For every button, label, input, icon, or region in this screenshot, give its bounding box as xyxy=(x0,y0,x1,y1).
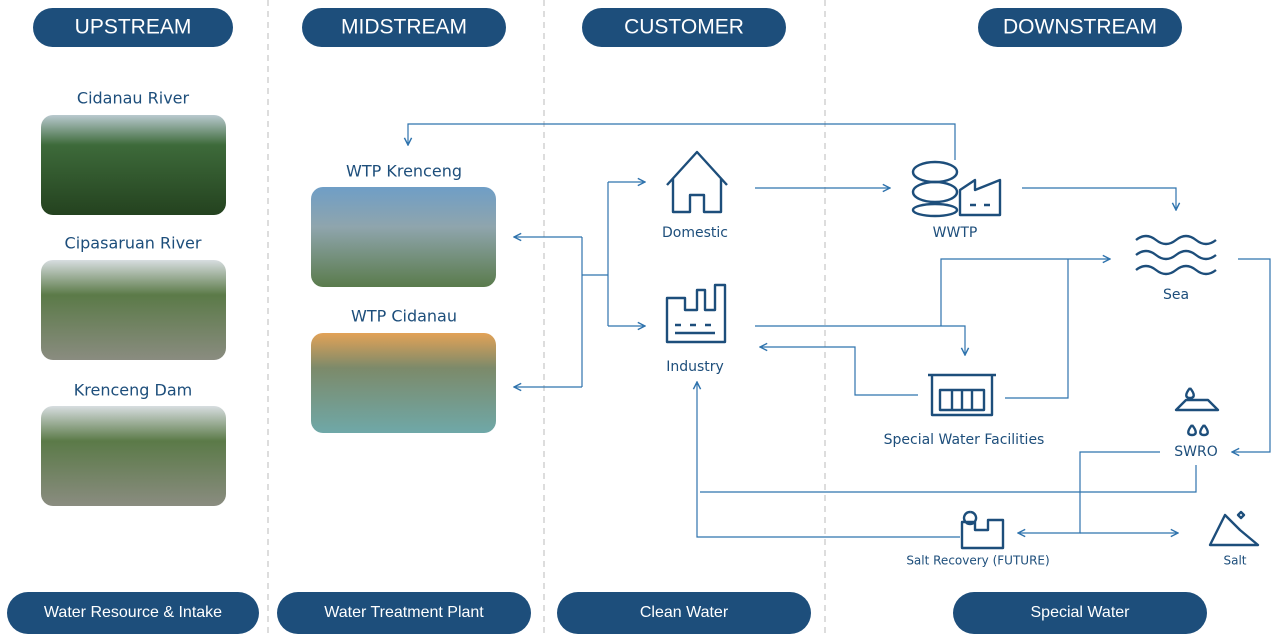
labels: Cidanau River Cipasaruan River Krenceng … xyxy=(65,89,1247,568)
icons xyxy=(667,152,1258,548)
source-label: Krenceng Dam xyxy=(74,381,192,400)
node-label: Industry xyxy=(666,359,724,375)
flows xyxy=(408,124,1270,537)
node-label: Domestic xyxy=(662,225,728,241)
header-title: CUSTOMER xyxy=(624,16,744,39)
footer-title: Water Treatment Plant xyxy=(324,604,484,621)
plant-label: WTP Cidanau xyxy=(351,307,457,326)
source-label: Cidanau River xyxy=(77,89,190,108)
header-title: UPSTREAM xyxy=(75,16,192,39)
source-label: Cipasaruan River xyxy=(65,234,202,253)
plant-label: WTP Krenceng xyxy=(346,162,462,181)
footer-title: Clean Water xyxy=(640,604,729,621)
node-label: Salt xyxy=(1223,554,1246,568)
node-label: Salt Recovery (FUTURE) xyxy=(906,554,1049,568)
footer-title: Special Water xyxy=(1031,604,1131,621)
node-label: WWTP xyxy=(933,225,978,241)
node-label: Sea xyxy=(1163,287,1189,303)
header-title: DOWNSTREAM xyxy=(1003,16,1157,39)
node-label: Special Water Facilities xyxy=(884,432,1045,448)
diagram: UPSTREAM MIDSTREAM CUSTOMER DOWNSTREAM Water… xyxy=(0,0,1277,635)
node-label: SWRO xyxy=(1174,444,1217,460)
footer-title: Water Resource & Intake xyxy=(44,604,222,621)
header-title: MIDSTREAM xyxy=(341,16,467,39)
